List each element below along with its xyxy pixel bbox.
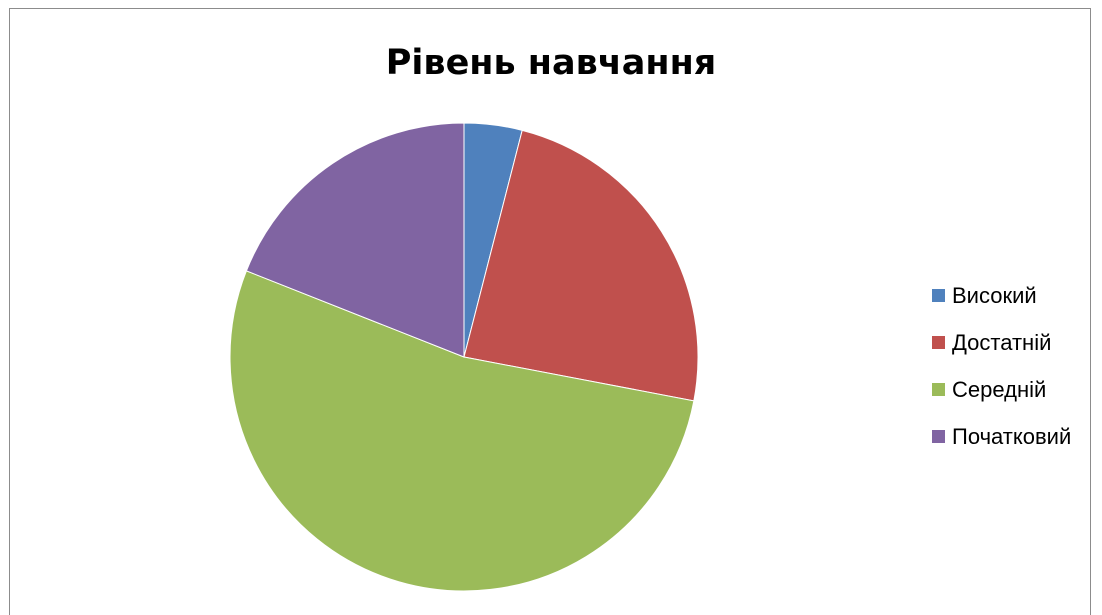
pie-slices — [229, 122, 699, 592]
legend-swatch — [932, 336, 945, 349]
pie-slice-3 — [245, 122, 465, 358]
legend-label: Високий — [952, 283, 1037, 308]
legend-item-serednii: Середній — [932, 366, 1092, 413]
legend-swatch — [932, 289, 945, 302]
legend: Високий Достатній Середній Початковий — [932, 272, 1092, 460]
legend-item-vysokyi: Високий — [932, 272, 1092, 319]
legend-swatch — [932, 430, 945, 443]
chart-title: Рівень навчання — [385, 43, 717, 83]
legend-swatch — [932, 383, 945, 396]
pie-slice-1 — [463, 129, 699, 402]
legend-label: Початковий — [952, 424, 1072, 449]
legend-item-dostatnii: Достатній — [932, 319, 1092, 366]
legend-label: Середній — [952, 377, 1047, 402]
legend-item-pochatkovyi: Початковий — [932, 413, 1092, 460]
pie-slice-2 — [229, 270, 695, 592]
legend-label: Достатній — [952, 330, 1052, 355]
